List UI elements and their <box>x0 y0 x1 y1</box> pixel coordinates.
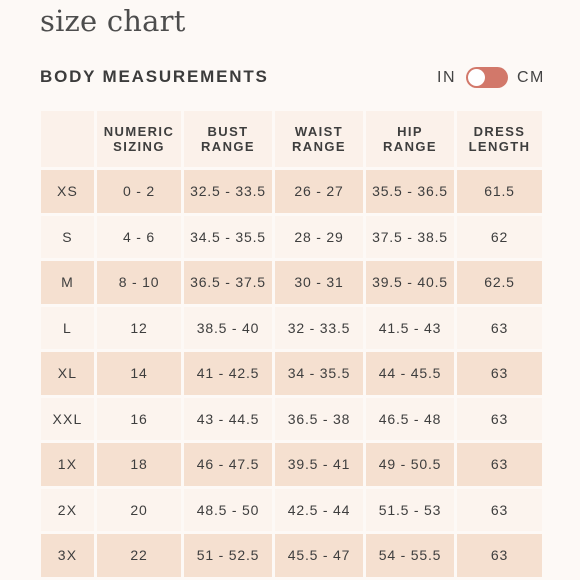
table-cell: 45.5 - 47 <box>275 534 363 577</box>
size-label-cell: XXL <box>41 397 94 440</box>
table-cell: 62 <box>457 215 542 258</box>
table-row: 2X 20 48.5 - 50 42.5 - 44 51.5 - 53 63 <box>41 488 542 531</box>
table-cell: 26 - 27 <box>275 170 363 213</box>
table-cell: 44 - 45.5 <box>366 352 454 395</box>
size-label-cell: XL <box>41 352 94 395</box>
table-header-row: NUMERIC SIZING BUST RANGE WAIST RANGE HIP RANGE… <box>41 111 542 167</box>
table-cell: 49 - 50.5 <box>366 443 454 486</box>
table-cell: 61.5 <box>457 170 542 213</box>
table-cell: 22 <box>97 534 181 577</box>
size-column-header <box>41 111 94 167</box>
table-cell: 14 <box>97 352 181 395</box>
waist-range-header: WAIST RANGE <box>275 111 363 167</box>
hip-range-header: HIP RANGE <box>366 111 454 167</box>
table-cell: 42.5 - 44 <box>275 488 363 531</box>
numeric-sizing-header: NUMERIC SIZING <box>97 111 181 167</box>
table-cell: 32 - 33.5 <box>275 306 363 349</box>
table-cell: 63 <box>457 534 542 577</box>
table-cell: 51.5 - 53 <box>366 488 454 531</box>
table-cell: 48.5 - 50 <box>184 488 272 531</box>
table-cell: 51 - 52.5 <box>184 534 272 577</box>
table-cell: 36.5 - 37.5 <box>184 261 272 304</box>
table-cell: 32.5 - 33.5 <box>184 170 272 213</box>
table-cell: 12 <box>97 306 181 349</box>
table-cell: 0 - 2 <box>97 170 181 213</box>
section-heading: BODY MEASUREMENTS <box>40 67 269 86</box>
size-label-cell: S <box>41 215 94 258</box>
table-cell: 37.5 - 38.5 <box>366 215 454 258</box>
table-cell: 63 <box>457 306 542 349</box>
table-cell: 39.5 - 40.5 <box>366 261 454 304</box>
table-row: L 12 38.5 - 40 32 - 33.5 41.5 - 43 63 <box>41 306 542 349</box>
table-row: XXL 16 43 - 44.5 36.5 - 38 46.5 - 48 63 <box>41 397 542 440</box>
table-cell: 43 - 44.5 <box>184 397 272 440</box>
size-label-cell: 1X <box>41 443 94 486</box>
size-label-cell: 2X <box>41 488 94 531</box>
table-row: 3X 22 51 - 52.5 45.5 - 47 54 - 55.5 63 <box>41 534 542 577</box>
bust-range-header: BUST RANGE <box>184 111 272 167</box>
table-cell: 46 - 47.5 <box>184 443 272 486</box>
table-row: XL 14 41 - 42.5 34 - 35.5 44 - 45.5 63 <box>41 352 542 395</box>
table-cell: 63 <box>457 397 542 440</box>
size-label-cell: XS <box>41 170 94 213</box>
unit-switch[interactable] <box>466 67 508 88</box>
table-cell: 34 - 35.5 <box>275 352 363 395</box>
table-cell: 28 - 29 <box>275 215 363 258</box>
table-cell: 8 - 10 <box>97 261 181 304</box>
size-table: NUMERIC SIZING BUST RANGE WAIST RANGE HIP RANGE… <box>38 108 545 580</box>
table-cell: 36.5 - 38 <box>275 397 363 440</box>
table-cell: 18 <box>97 443 181 486</box>
table-row: XS 0 - 2 32.5 - 33.5 26 - 27 35.5 - 36.5 61.5 <box>41 170 542 213</box>
switch-knob <box>468 69 485 86</box>
table-cell: 4 - 6 <box>97 215 181 258</box>
table-cell: 54 - 55.5 <box>366 534 454 577</box>
table-cell: 38.5 - 40 <box>184 306 272 349</box>
table-cell: 34.5 - 35.5 <box>184 215 272 258</box>
page-title: size chart <box>40 4 186 38</box>
table-cell: 41 - 42.5 <box>184 352 272 395</box>
table-cell: 35.5 - 36.5 <box>366 170 454 213</box>
table-cell: 30 - 31 <box>275 261 363 304</box>
table-cell: 41.5 - 43 <box>366 306 454 349</box>
unit-label-cm[interactable]: CM <box>517 68 545 86</box>
table-cell: 39.5 - 41 <box>275 443 363 486</box>
table-cell: 62.5 <box>457 261 542 304</box>
table-cell: 63 <box>457 443 542 486</box>
table-row: 1X 18 46 - 47.5 39.5 - 41 49 - 50.5 63 <box>41 443 542 486</box>
table-cell: 46.5 - 48 <box>366 397 454 440</box>
unit-label-in[interactable]: IN <box>437 68 456 86</box>
dress-length-header: DRESS LENGTH <box>457 111 542 167</box>
size-label-cell: L <box>41 306 94 349</box>
table-cell: 63 <box>457 488 542 531</box>
table-cell: 20 <box>97 488 181 531</box>
table-cell: 16 <box>97 397 181 440</box>
unit-toggle: IN CM <box>437 67 545 88</box>
size-label-cell: M <box>41 261 94 304</box>
table-cell: 63 <box>457 352 542 395</box>
size-label-cell: 3X <box>41 534 94 577</box>
